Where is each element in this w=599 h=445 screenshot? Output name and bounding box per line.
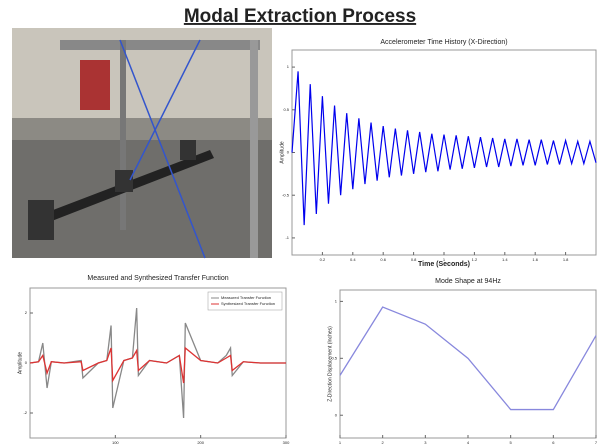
x-tick-label: 1.4 [502, 257, 508, 262]
y-axis-label: Z-Direction Displacement (Inches) [327, 326, 333, 402]
y-tick-label: 0.5 [331, 355, 337, 360]
data-line [29, 346, 286, 384]
x-tick-label: 4 [467, 440, 470, 445]
legend-label: Measured Transfer Function [221, 295, 271, 300]
y-axis-label: Amplitude [17, 352, 23, 374]
chart-title: Accelerometer Time History (X-Direction) [380, 39, 507, 46]
x-tick-label: 0.6 [380, 257, 386, 262]
y-tick-label: 0.5 [283, 107, 289, 112]
x-axis-label: Time (Seconds) [418, 261, 470, 268]
y-tick-label: 2 [25, 310, 28, 315]
x-tick-label: 5 [510, 440, 513, 445]
x-tick-label: 0.4 [350, 257, 356, 262]
x-tick-label: 2 [382, 440, 385, 445]
y-tick-label: 0 [287, 150, 290, 155]
x-tick-label: 1 [443, 257, 446, 262]
x-tick-label: 300 [283, 440, 290, 445]
legend [207, 291, 283, 311]
x-tick-label: 1 [339, 440, 342, 445]
x-tick-label: 0.2 [320, 257, 326, 262]
plot-area [339, 289, 597, 439]
y-tick-label: -0.5 [282, 192, 290, 197]
data-line [291, 71, 597, 226]
x-tick-label: 0.8 [411, 257, 417, 262]
x-tick-label: 100 [112, 440, 119, 445]
x-tick-label: 6 [552, 440, 555, 445]
x-tick-label: 1.8 [563, 257, 569, 262]
slide-title: Modal Extraction Process [184, 6, 416, 27]
chart-title: Measured and Synthesized Transfer Functi… [87, 275, 228, 282]
y-tick-label: 0 [25, 360, 28, 365]
y-tick-label: 1 [335, 298, 338, 303]
x-tick-label: 7 [595, 440, 598, 445]
y-tick-label: 0 [335, 412, 338, 417]
chart-title: Mode Shape at 94Hz [435, 278, 501, 285]
photo [12, 28, 272, 259]
x-tick-label: 1.2 [472, 257, 478, 262]
x-tick-label: 3 [424, 440, 427, 445]
x-tick-label: 1.6 [532, 257, 538, 262]
y-tick-label: -1 [285, 235, 289, 240]
y-tick-label: -2 [23, 410, 27, 415]
plot-area [291, 49, 597, 256]
x-tick-label: 200 [197, 440, 204, 445]
y-tick-label: 1 [287, 64, 290, 69]
data-line [339, 306, 597, 411]
legend-label: Synthesized Transfer Function [221, 301, 275, 306]
y-axis-label: Amplitude [279, 141, 285, 163]
